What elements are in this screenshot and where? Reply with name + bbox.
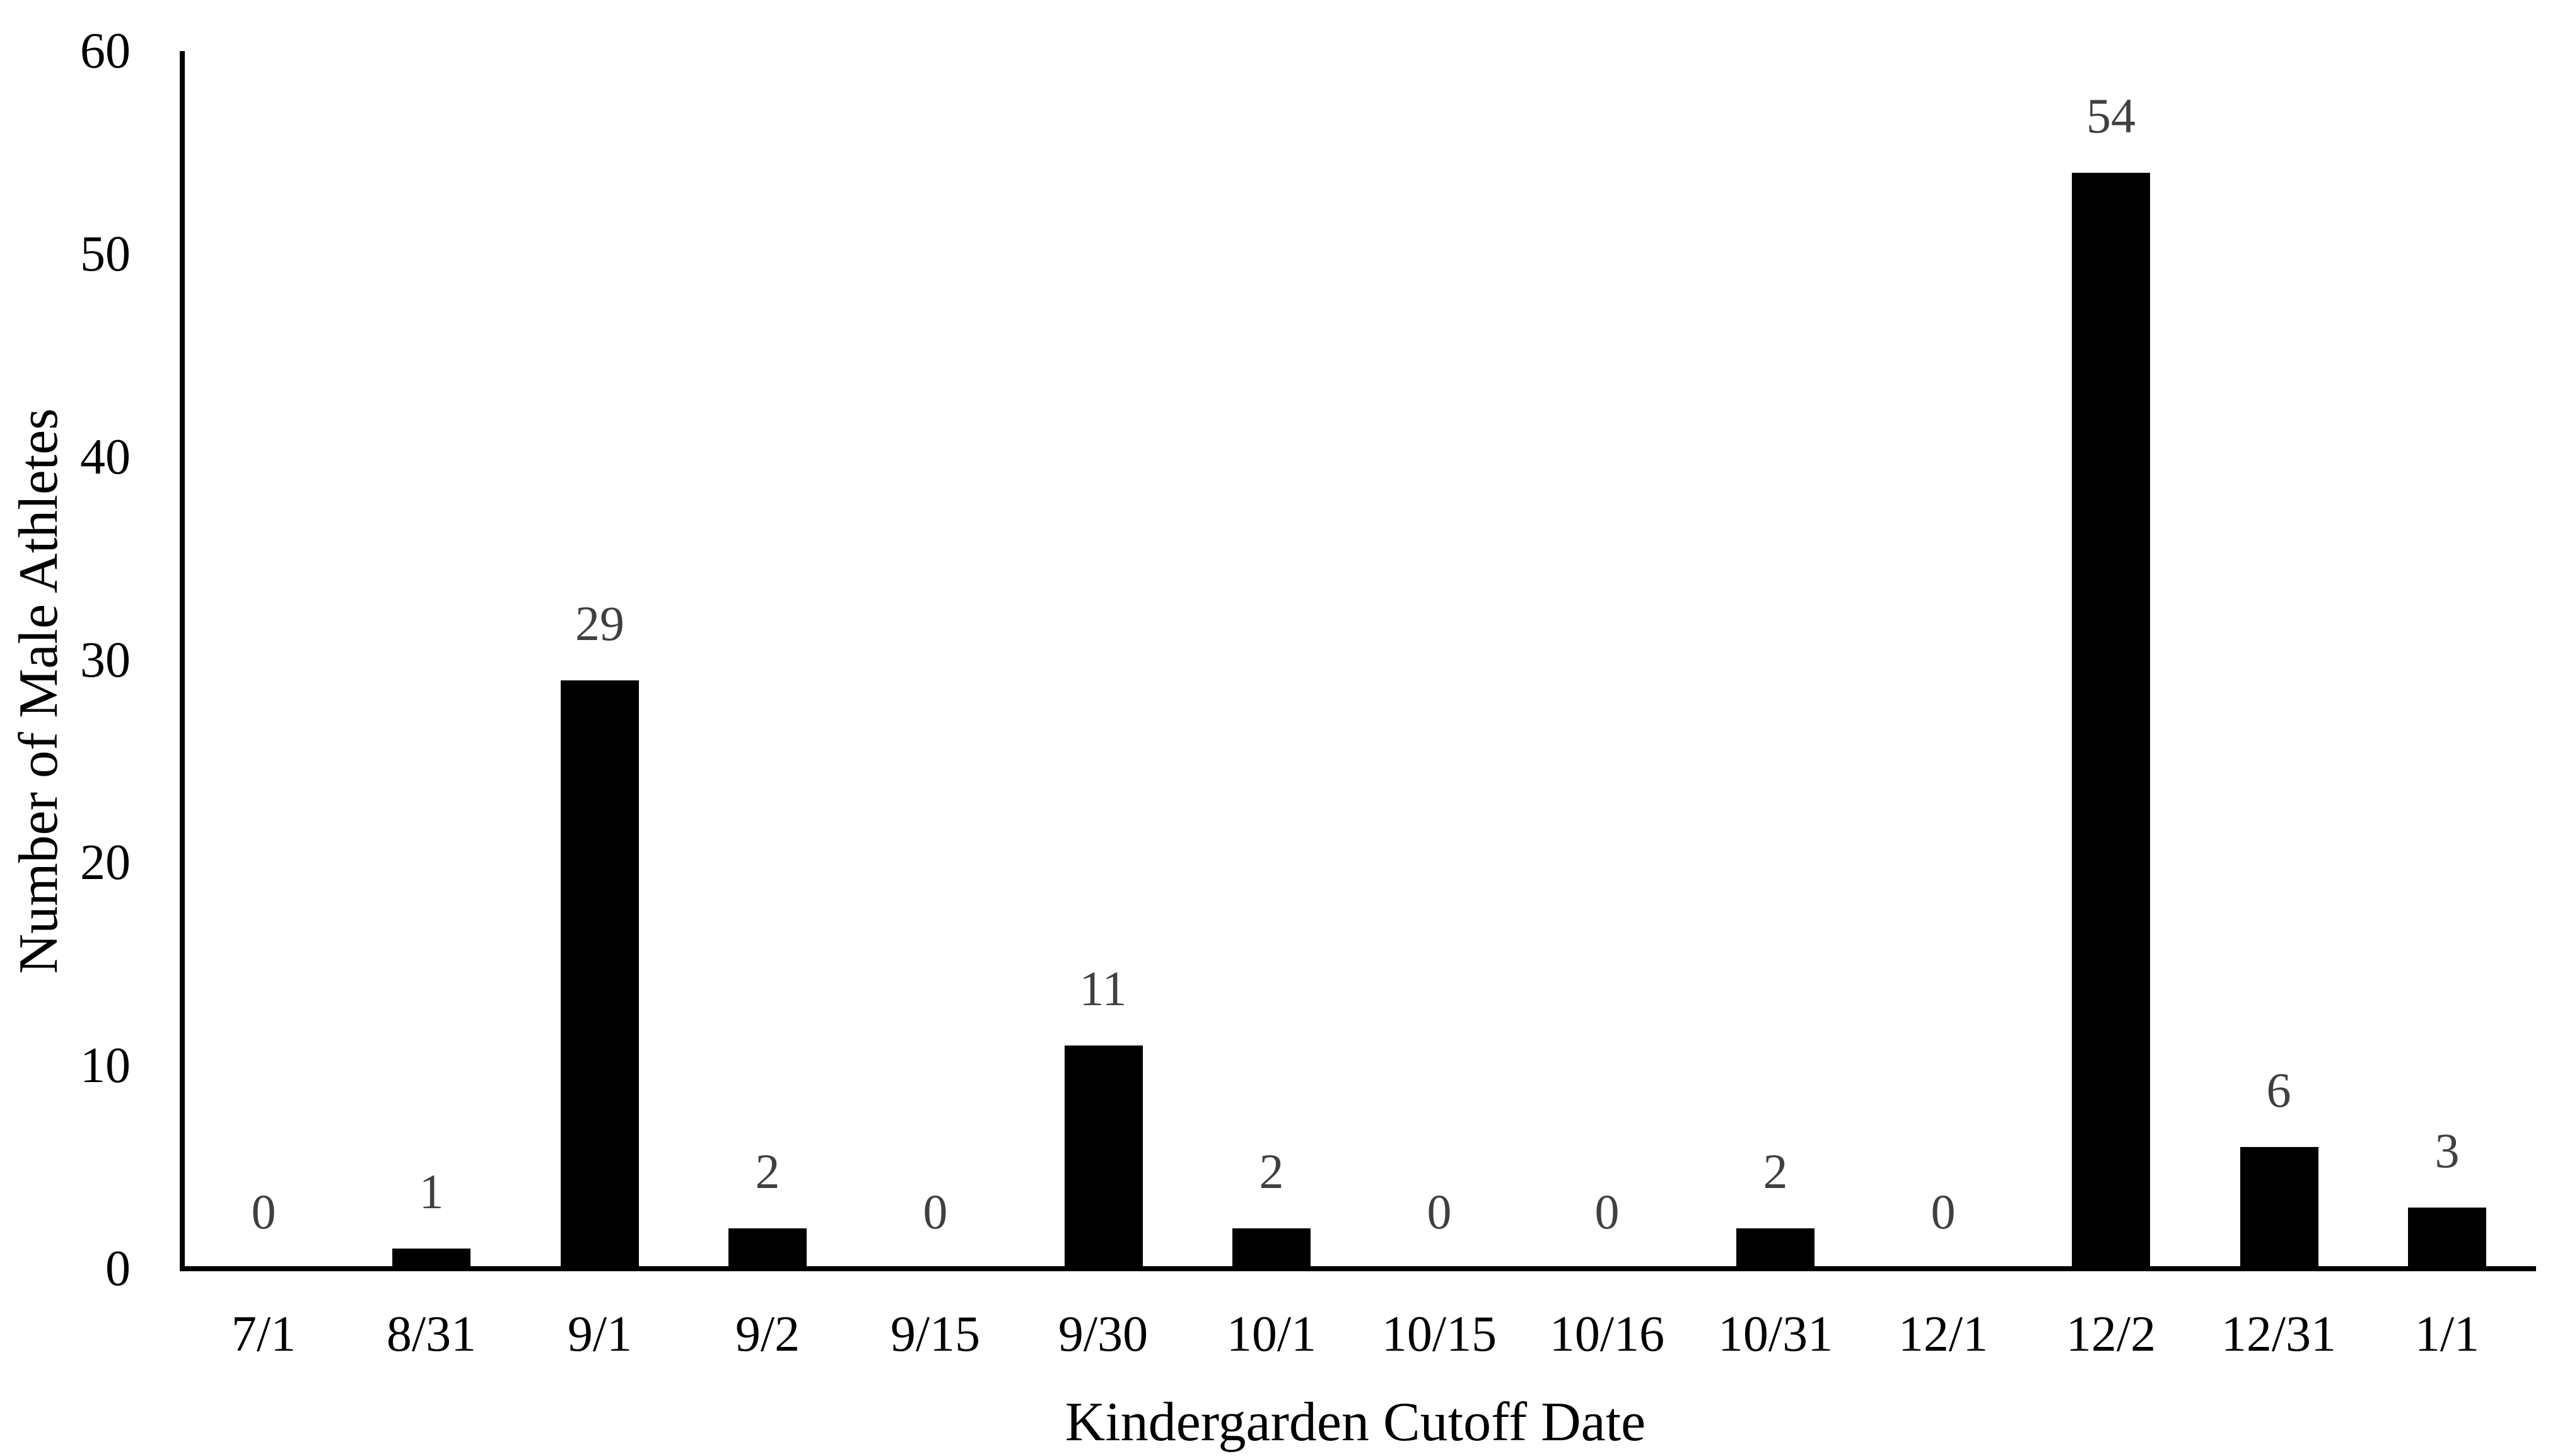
y-axis-line	[180, 51, 185, 1271]
y-tick-label: 40	[80, 429, 131, 485]
bar-value-label: 0	[251, 1184, 276, 1239]
x-tick-label: 10/31	[1717, 1307, 1833, 1362]
x-tick-label: 12/2	[2066, 1307, 2156, 1362]
x-tick-label: 12/31	[2221, 1307, 2337, 1362]
bar	[392, 1249, 471, 1269]
x-tick-label: 1/1	[2414, 1307, 2480, 1362]
y-tick-label: 30	[80, 632, 131, 688]
x-tick-label: 9/2	[735, 1307, 800, 1362]
x-tick-label: 9/30	[1058, 1307, 1148, 1362]
bar-value-label: 6	[2266, 1063, 2291, 1117]
bar	[1232, 1228, 1311, 1269]
x-axis-line	[180, 1266, 2536, 1271]
bar	[2408, 1208, 2486, 1269]
x-tick-label: 10/1	[1226, 1307, 1317, 1362]
x-tick-label: 8/31	[386, 1307, 477, 1362]
bar-value-label: 2	[755, 1144, 780, 1199]
y-tick-label: 50	[80, 226, 131, 282]
x-tick-label: 9/1	[567, 1307, 633, 1362]
bar-value-label: 1	[419, 1164, 444, 1219]
x-tick-label: 12/1	[1898, 1307, 1989, 1362]
bar-value-label: 29	[575, 596, 624, 651]
bar	[561, 680, 639, 1269]
y-tick-label: 60	[80, 23, 131, 79]
bar-value-label: 0	[1594, 1184, 1620, 1239]
y-tick-label: 10	[80, 1038, 131, 1094]
bar-value-label: 11	[1079, 961, 1127, 1016]
bar-value-label: 0	[923, 1184, 948, 1239]
x-axis-title: Kindergarden Cutoff Date	[1065, 1392, 1646, 1453]
bar	[2072, 173, 2150, 1269]
x-tick-label: 10/15	[1381, 1307, 1497, 1362]
bar	[1736, 1228, 1815, 1269]
bar	[728, 1228, 807, 1269]
bar	[1065, 1045, 1143, 1269]
bar-value-label: 0	[1931, 1184, 1956, 1239]
x-tick-label: 9/15	[890, 1307, 981, 1362]
bar-value-label: 2	[1763, 1144, 1788, 1199]
bar-value-label: 3	[2434, 1123, 2460, 1178]
bar	[2240, 1147, 2318, 1269]
bar-value-label: 54	[2086, 88, 2136, 143]
x-tick-label: 10/16	[1549, 1307, 1665, 1362]
bar-value-label: 0	[1427, 1184, 1452, 1239]
y-tick-label: 0	[105, 1241, 131, 1296]
y-tick-label: 20	[80, 835, 131, 891]
x-tick-label: 7/1	[231, 1307, 296, 1362]
bar-value-label: 2	[1259, 1144, 1284, 1199]
